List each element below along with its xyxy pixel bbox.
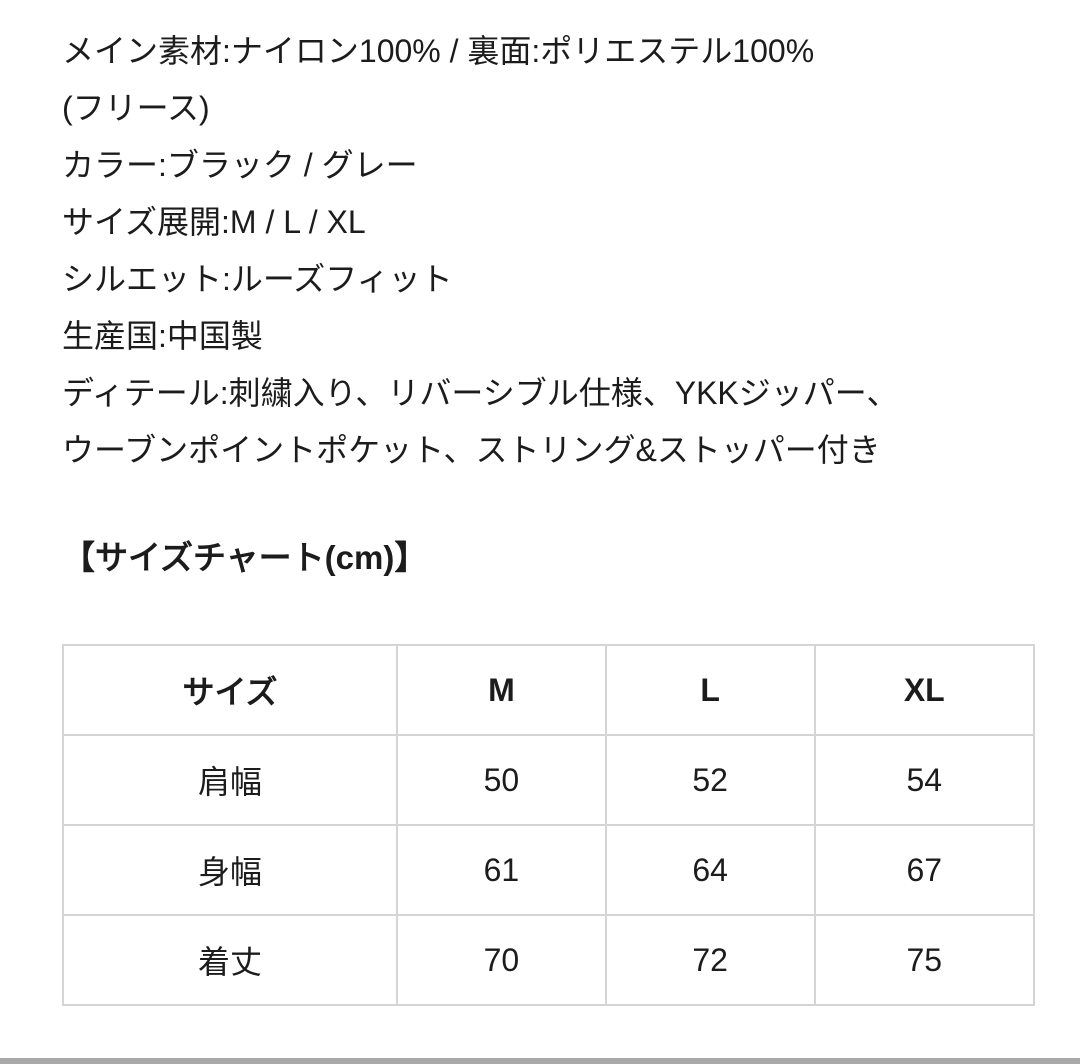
detail-line-main-material: メイン素材:ナイロン100% / 裏面:ポリエステル100% bbox=[62, 33, 815, 69]
product-details-text: メイン素材:ナイロン100% / 裏面:ポリエステル100% (フリース) カラ… bbox=[62, 23, 1035, 479]
content-area: メイン素材:ナイロン100% / 裏面:ポリエステル100% (フリース) カラ… bbox=[61, 23, 1036, 1006]
size-chart-table: サイズ M L XL 肩幅 50 52 54 身幅 61 64 67 bbox=[61, 644, 1036, 1006]
column-header-l: L bbox=[604, 644, 816, 736]
cell-value: 75 bbox=[813, 914, 1036, 1006]
detail-line-country: 生産国:中国製 bbox=[62, 318, 263, 354]
row-label: 肩幅 bbox=[61, 734, 399, 826]
detail-line-color: カラー:ブラック / グレー bbox=[62, 147, 418, 183]
size-chart-header-row: サイズ M L XL bbox=[61, 644, 1036, 736]
table-row-body-width: 身幅 61 64 67 bbox=[61, 824, 1036, 916]
column-header-m: M bbox=[396, 644, 607, 736]
table-row-length: 着丈 70 72 75 bbox=[61, 914, 1036, 1006]
cell-value: 67 bbox=[813, 824, 1036, 916]
bottom-divider bbox=[0, 1058, 1080, 1064]
column-header-size: サイズ bbox=[61, 644, 399, 736]
cell-value: 52 bbox=[604, 734, 816, 826]
cell-value: 64 bbox=[604, 824, 816, 916]
cell-value: 70 bbox=[396, 914, 607, 1006]
row-label: 着丈 bbox=[61, 914, 399, 1006]
detail-line-fleece: (フリース) bbox=[62, 90, 210, 126]
cell-value: 72 bbox=[604, 914, 816, 1006]
cell-value: 54 bbox=[813, 734, 1036, 826]
row-label: 身幅 bbox=[61, 824, 399, 916]
detail-line-size-range: サイズ展開:M / L / XL bbox=[62, 204, 366, 240]
table-row-shoulder-width: 肩幅 50 52 54 bbox=[61, 734, 1036, 826]
cell-value: 61 bbox=[396, 824, 607, 916]
detail-line-details-2: ウーブンポイントポケット、ストリング&ストッパー付き bbox=[62, 432, 881, 468]
size-chart-heading: 【サイズチャート(cm)】 bbox=[62, 539, 428, 576]
column-header-xl: XL bbox=[813, 644, 1036, 736]
cell-value: 50 bbox=[396, 734, 607, 826]
detail-line-silhouette: シルエット:ルーズフィット bbox=[62, 261, 453, 297]
detail-line-details-1: ディテール:刺繍入り、リバーシブル仕様、YKKジッパー、 bbox=[62, 375, 899, 411]
